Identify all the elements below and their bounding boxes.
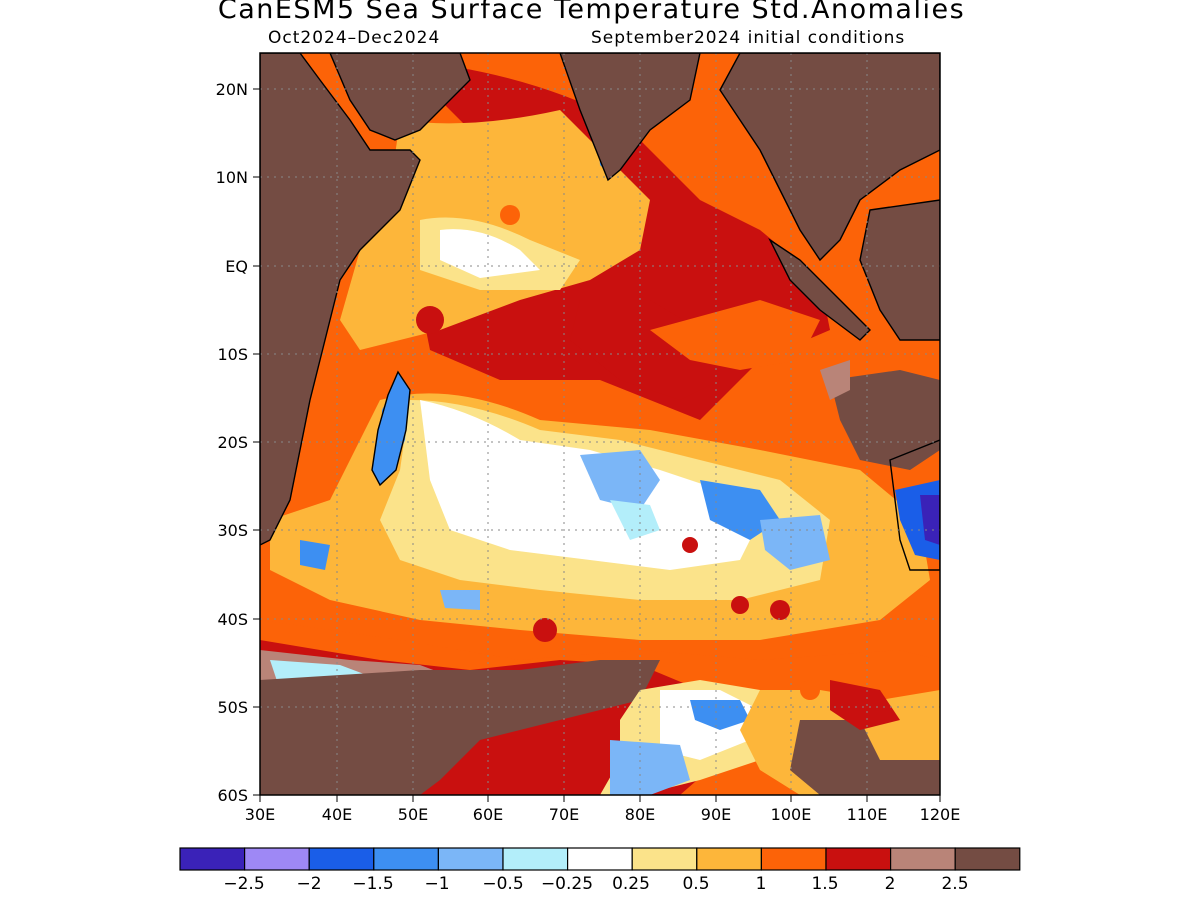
lat-label: EQ [225, 257, 248, 276]
lat-label: 30S [217, 521, 248, 540]
colorbar-swatch [179, 847, 246, 871]
lon-labels: 30E 40E 50E 60E 70E 80E 90E 100E 110E 12… [245, 805, 961, 824]
colorbar-swatch [631, 847, 698, 871]
colorbar-label: −0.25 [541, 874, 593, 894]
colorbar-label: 2 [885, 874, 896, 894]
map-title: CanESM5 Sea Surface Temperature Std.Anom… [217, 0, 966, 25]
lat-label: 10S [217, 345, 248, 364]
colorbar-swatch [437, 847, 504, 871]
anomaly-field [260, 53, 940, 795]
lon-label: 50E [398, 805, 428, 824]
colorbar-swatch [373, 847, 439, 871]
lon-label: 110E [847, 805, 888, 824]
lat-labels: 20N 10N EQ 10S 20S 30S 40S 50S 60S [216, 80, 248, 805]
colorbar-label: −0.5 [482, 874, 523, 894]
lat-label: 40S [217, 610, 248, 629]
lon-label: 70E [549, 805, 579, 824]
colorbar-label: −2.5 [223, 874, 264, 894]
land-masses [260, 53, 940, 571]
colorbar-label: −2 [296, 874, 321, 894]
colorbar-label: 1.5 [811, 874, 838, 894]
colorbar-swatch [889, 847, 956, 871]
colorbar-swatch [566, 847, 633, 871]
colorbar-label: 0.25 [612, 874, 650, 894]
lon-label: 120E [920, 805, 961, 824]
colorbar-label: 1 [756, 874, 767, 894]
colorbar-label: 0.5 [682, 874, 709, 894]
lon-label: 100E [771, 805, 812, 824]
map-gridlines [260, 53, 940, 795]
map-frame [259, 52, 941, 796]
lon-label: 30E [245, 805, 275, 824]
lat-label: 20N [216, 80, 248, 99]
colorbar-swatch [244, 847, 310, 871]
lon-tick-marks [259, 795, 941, 802]
colorbar [179, 847, 1021, 871]
colorbar-swatch [308, 847, 375, 871]
colorbar-label: −1.5 [352, 874, 393, 894]
lat-label: 60S [217, 786, 248, 805]
colorbar-swatch [760, 847, 827, 871]
colorbar-swatch [954, 847, 1021, 871]
colorbar-label: −1 [424, 874, 449, 894]
lat-label: 10N [216, 168, 248, 187]
lon-label: 60E [473, 805, 503, 824]
colorbar-labels: −2.5 −2 −1.5 −1 −0.5 −0.25 0.25 0.5 1 1.… [223, 874, 968, 894]
lon-label: 90E [701, 805, 731, 824]
lat-tick-marks [253, 88, 260, 796]
lat-label: 50S [217, 698, 248, 717]
colorbar-swatch [696, 847, 762, 871]
forecast-period: Oct2024–Dec2024 [268, 28, 441, 48]
initial-conditions-label: September2024 initial conditions [591, 28, 906, 48]
colorbar-swatch [825, 847, 892, 871]
colorbar-label: 2.5 [941, 874, 968, 894]
lon-label: 40E [322, 805, 352, 824]
lon-label: 80E [625, 805, 655, 824]
colorbar-swatch [502, 847, 569, 871]
lat-label: 20S [217, 433, 248, 452]
